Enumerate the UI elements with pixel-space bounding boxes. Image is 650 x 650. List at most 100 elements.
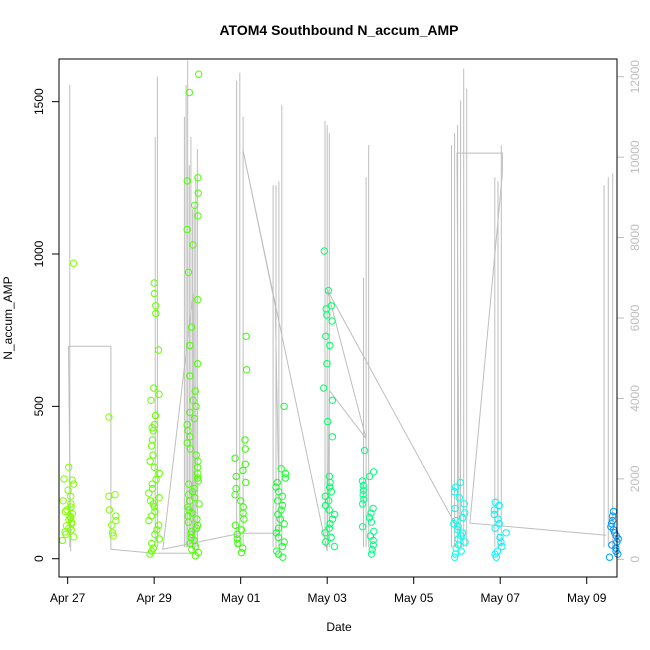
data-point	[496, 533, 504, 542]
data-point	[460, 500, 468, 508]
data-point	[493, 547, 502, 555]
data-point	[65, 516, 73, 524]
data-point	[150, 289, 159, 298]
data-point	[155, 469, 164, 478]
data-point	[194, 360, 202, 368]
data-point	[151, 507, 159, 516]
data-point	[195, 500, 203, 508]
data-point	[232, 484, 240, 493]
data-point	[232, 472, 240, 481]
data-point	[327, 533, 335, 542]
data-point	[322, 332, 330, 340]
data-point	[192, 402, 200, 411]
data-point	[190, 414, 199, 423]
data-point	[452, 516, 460, 525]
data-point	[325, 472, 334, 481]
data-point	[151, 530, 159, 538]
data-point	[324, 417, 332, 426]
data-point	[146, 457, 154, 465]
data-point	[152, 302, 160, 310]
data-point	[184, 268, 193, 276]
data-point	[193, 515, 201, 523]
data-point	[365, 472, 374, 481]
data-point	[194, 474, 202, 482]
data-point	[491, 524, 499, 532]
data-point	[367, 509, 375, 517]
data-point	[326, 341, 334, 350]
data-point	[328, 433, 337, 441]
x-tick-label: May 09	[567, 591, 607, 605]
data-point	[233, 530, 241, 538]
data-point	[328, 515, 337, 523]
data-point	[241, 460, 250, 468]
data-point	[195, 70, 203, 78]
y-tick-label: 1000	[32, 240, 46, 267]
data-point	[194, 212, 202, 220]
data-point	[321, 529, 329, 537]
data-point	[108, 521, 116, 529]
data-point	[274, 533, 283, 542]
data-point	[273, 478, 281, 487]
data-point	[280, 402, 288, 411]
data-points-layer	[58, 70, 622, 561]
data-point	[192, 451, 200, 459]
data-point	[495, 520, 503, 528]
data-point	[194, 477, 202, 485]
right-y-tick-label: 10000	[628, 140, 642, 174]
data-point	[241, 445, 250, 453]
data-point	[194, 174, 202, 182]
data-point	[150, 420, 159, 429]
x-tick-label: Apr 29	[136, 591, 172, 605]
data-point	[360, 495, 368, 503]
data-point	[69, 533, 78, 541]
data-point	[490, 510, 498, 519]
data-point	[272, 547, 281, 555]
data-point	[185, 88, 194, 97]
gray-connector-line	[67, 148, 607, 554]
data-point	[325, 506, 333, 514]
data-point	[186, 341, 194, 350]
data-point	[281, 469, 290, 478]
data-point	[237, 526, 246, 534]
x-tick-label: May 03	[308, 591, 348, 605]
right-y-tick-label: 8000	[628, 224, 642, 251]
data-point	[369, 541, 377, 549]
data-point	[331, 510, 339, 519]
data-point	[237, 497, 245, 505]
data-point	[274, 524, 283, 532]
right-y-tick-label: 6000	[628, 304, 642, 331]
data-point	[149, 544, 158, 552]
data-point	[185, 480, 193, 488]
data-point	[155, 535, 164, 543]
data-point	[365, 513, 374, 522]
data-point	[330, 542, 339, 551]
data-point	[185, 506, 193, 514]
right-y-tick-label: 2000	[628, 465, 642, 492]
data-point	[69, 480, 78, 488]
data-point	[189, 241, 197, 249]
data-point	[194, 296, 202, 304]
data-point	[455, 494, 463, 502]
data-point	[189, 396, 197, 404]
data-point	[607, 520, 616, 528]
data-point	[150, 279, 158, 287]
data-point	[112, 512, 120, 520]
data-point	[239, 503, 247, 511]
data-point	[367, 518, 376, 526]
data-point	[456, 478, 464, 487]
data-point	[105, 413, 113, 421]
data-point	[328, 396, 337, 404]
data-point	[186, 372, 194, 380]
data-point	[325, 483, 334, 491]
data-point	[111, 491, 119, 499]
data-point	[68, 476, 76, 484]
data-point	[272, 529, 281, 537]
right-y-tick-label: 4000	[628, 385, 642, 412]
data-point	[154, 346, 163, 354]
data-point	[153, 526, 161, 534]
x-tick-label: May 01	[221, 591, 261, 605]
data-point	[192, 524, 201, 532]
plot-frame	[58, 58, 618, 578]
data-point	[454, 526, 462, 534]
